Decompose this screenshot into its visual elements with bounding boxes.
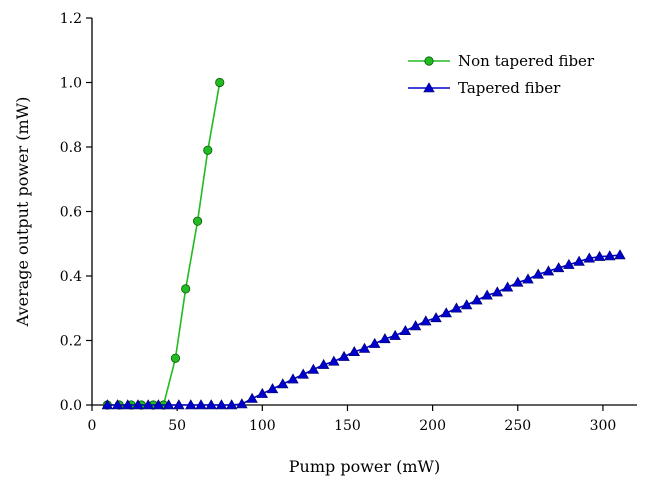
y-tick-label: 0.6	[60, 205, 82, 221]
data-point	[173, 399, 185, 410]
y-tick-label: 1.2	[60, 11, 82, 27]
data-point	[181, 284, 191, 294]
data-point	[142, 399, 154, 410]
data-point	[409, 320, 422, 331]
legend: Non tapered fiber Tapered fiber	[408, 52, 595, 97]
data-point	[430, 312, 442, 323]
y-axis-title: Average output power (mW)	[13, 97, 32, 328]
y-tick-label: 0.4	[60, 269, 82, 285]
data-point	[132, 399, 144, 410]
data-point	[481, 289, 493, 300]
data-point	[471, 294, 483, 305]
data-point	[583, 252, 596, 263]
x-tick-label: 200	[419, 418, 446, 434]
x-tick-label: 50	[168, 418, 186, 434]
data-point	[246, 392, 258, 403]
data-point	[369, 337, 381, 348]
data-point	[573, 255, 585, 266]
data-point	[338, 350, 350, 361]
data-point	[266, 383, 279, 394]
legend-label: Tapered fiber	[458, 79, 561, 97]
x-tick-label: 100	[249, 418, 276, 434]
data-point	[512, 276, 524, 287]
legend-item: Tapered fiber	[408, 79, 561, 97]
data-point	[307, 363, 320, 374]
data-point	[215, 399, 228, 410]
y-tick-label: 0.2	[60, 334, 82, 350]
data-point	[225, 399, 238, 410]
data-point	[317, 358, 330, 369]
data-point	[111, 399, 124, 410]
data-point	[440, 307, 452, 318]
y-tick-label: 0.0	[60, 398, 82, 414]
data-point	[542, 265, 555, 276]
x-tick-label: 250	[504, 418, 531, 434]
data-point	[614, 249, 626, 260]
data-point	[389, 329, 401, 340]
data-point	[522, 273, 534, 284]
data-point	[491, 286, 504, 297]
data-point	[399, 325, 412, 336]
data-point	[192, 216, 203, 226]
data-point	[532, 268, 544, 279]
data-point	[358, 342, 371, 353]
legend-label: Non tapered fiber	[458, 52, 595, 70]
data-point	[162, 399, 175, 410]
data-point	[205, 399, 217, 410]
data-point	[236, 398, 248, 409]
series-line	[107, 82, 221, 406]
data-point	[195, 399, 207, 410]
data-point	[215, 77, 225, 88]
data-point	[379, 333, 391, 344]
data-point	[593, 250, 606, 261]
data-point	[501, 281, 514, 292]
x-tick-label: 0	[88, 418, 97, 434]
y-tick-label: 1.0	[60, 76, 82, 92]
y-tick-label: 0.8	[60, 140, 82, 156]
data-point	[563, 258, 575, 269]
x-axis-title: Pump power (mW)	[289, 457, 440, 476]
plot-series	[101, 77, 626, 410]
series-non-tapered-fiber	[102, 77, 225, 410]
legend-item: Non tapered fiber	[408, 52, 595, 70]
data-point	[348, 345, 360, 356]
data-point	[450, 302, 463, 313]
data-point	[101, 399, 114, 410]
data-point	[420, 315, 432, 326]
tick-marks: 0 50 100 150 200 250 300 0.0 0.2 0.4 0.6 0.8 1.0 1.2	[60, 11, 617, 434]
data-point	[152, 399, 165, 410]
data-point	[256, 387, 269, 398]
data-point	[277, 378, 289, 389]
data-point	[122, 399, 134, 410]
x-tick-label: 150	[334, 418, 361, 434]
data-point	[328, 355, 340, 366]
data-point	[460, 299, 473, 310]
data-point	[185, 399, 197, 410]
data-point	[203, 145, 213, 155]
x-tick-label: 300	[590, 418, 617, 434]
legend-swatch-marker	[423, 82, 435, 93]
data-point	[552, 262, 565, 273]
data-point	[287, 373, 299, 384]
series-tapered-fiber	[101, 249, 626, 410]
data-point	[170, 353, 181, 363]
data-point	[297, 368, 309, 379]
legend-swatch-marker	[424, 56, 434, 66]
data-point	[604, 250, 616, 261]
